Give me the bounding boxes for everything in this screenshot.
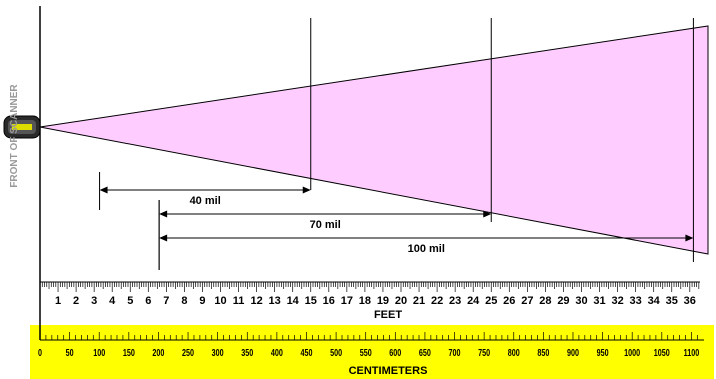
range-40-mil: 40 mil	[99, 18, 312, 210]
range-arrowhead-left	[159, 234, 168, 242]
cm-tick-label: 950	[597, 347, 609, 358]
cm-ruler-ticks	[39, 332, 698, 340]
feet-tick-label: 35	[666, 295, 678, 307]
feet-tick-label: 17	[341, 295, 353, 307]
feet-tick-label: 29	[557, 295, 569, 307]
scanner-icon	[3, 115, 41, 139]
cm-tick-label: 1100	[684, 347, 700, 358]
feet-ruler-ticks	[39, 282, 700, 292]
feet-tick-label: 4	[109, 295, 116, 307]
range-label: 40 mil	[190, 195, 221, 207]
range-arrowhead-left	[159, 210, 168, 218]
feet-tick-label: 5	[127, 295, 133, 307]
cm-tick-label: 800	[508, 347, 520, 358]
feet-unit-label: FEET	[374, 309, 402, 321]
feet-tick-label: 27	[521, 295, 533, 307]
range-label: 70 mil	[310, 219, 341, 231]
feet-tick-label: 18	[359, 295, 371, 307]
cm-unit-label: CENTIMETERS	[349, 365, 428, 377]
feet-tick-label: 10	[214, 295, 226, 307]
cm-tick-label: 900	[567, 347, 579, 358]
front-of-scanner-label: FRONT OF SCANNER	[9, 84, 20, 188]
cm-tick-label: 250	[182, 347, 194, 358]
cm-tick-label: 100	[93, 347, 105, 358]
range-indicators: 40 mil 70 mil 100 mil	[99, 18, 694, 270]
feet-tick-label: 8	[181, 295, 187, 307]
feet-tick-label: 32	[611, 295, 623, 307]
feet-tick-label: 21	[413, 295, 425, 307]
feet-tick-label: 30	[575, 295, 587, 307]
cm-tick-label: 350	[241, 347, 253, 358]
feet-tick-label: 28	[539, 295, 551, 307]
centimeter-scale-band	[30, 325, 714, 379]
feet-tick-label: 22	[431, 295, 443, 307]
feet-tick-label: 3	[91, 295, 97, 307]
feet-tick-label: 26	[503, 295, 515, 307]
cm-tick-label: 1050	[654, 347, 670, 358]
range-arrowhead-right	[302, 186, 311, 194]
feet-tick-label: 11	[233, 295, 245, 307]
cm-tick-label: 700	[449, 347, 461, 358]
feet-tick-label: 31	[593, 295, 605, 307]
scan-beam	[39, 25, 709, 255]
cm-tick-label: 850	[537, 347, 549, 358]
cm-tick-label: 1000	[624, 347, 640, 358]
range-100-mil: 100 mil	[158, 18, 694, 270]
range-label: 100 mil	[408, 243, 445, 255]
feet-tick-label: 6	[145, 295, 151, 307]
cm-tick-label: 600	[389, 347, 401, 358]
feet-tick-label: 23	[449, 295, 461, 307]
range-arrowhead-right	[685, 234, 694, 242]
cm-tick-labels: 0 50 100 150 200 250 300 350 400 450 500 550 600 650 7…	[38, 347, 699, 358]
feet-tick-label: 24	[467, 295, 480, 307]
cm-tick-label: 200	[152, 347, 164, 358]
feet-tick-label: 15	[305, 295, 317, 307]
feet-tick-label: 1	[55, 295, 61, 307]
range-arrowhead-right	[483, 210, 492, 218]
cm-tick-label: 500	[330, 347, 342, 358]
range-arrowhead-left	[99, 186, 108, 194]
feet-tick-label: 36	[684, 295, 696, 307]
feet-tick-label: 20	[395, 295, 407, 307]
feet-tick-label: 16	[323, 295, 335, 307]
cm-tick-label: 450	[300, 347, 312, 358]
cm-tick-label: 0	[38, 347, 42, 358]
feet-tick-label: 33	[630, 295, 642, 307]
feet-tick-label: 19	[377, 295, 389, 307]
feet-tick-label: 34	[648, 295, 661, 307]
range-70-mil: 70 mil	[158, 18, 492, 270]
cm-tick-label: 400	[271, 347, 283, 358]
cm-tick-label: 650	[419, 347, 431, 358]
cm-tick-label: 50	[66, 347, 74, 358]
feet-tick-label: 2	[73, 295, 79, 307]
cm-tick-label: 750	[478, 347, 490, 358]
cm-tick-label: 300	[212, 347, 224, 358]
feet-tick-label: 25	[485, 295, 497, 307]
feet-tick-label: 14	[287, 295, 300, 307]
feet-tick-label: 7	[163, 295, 169, 307]
cm-tick-label: 150	[123, 347, 135, 358]
cm-tick-label: 550	[360, 347, 372, 358]
feet-tick-labels: 1 2 3 4 5 6 7 8 9 10 11 12 13 14 15 16 17 18 19 20 21 22 23 24 2…	[55, 295, 696, 307]
feet-tick-label: 13	[269, 295, 281, 307]
feet-tick-label: 12	[250, 295, 262, 307]
feet-tick-label: 9	[199, 295, 205, 307]
